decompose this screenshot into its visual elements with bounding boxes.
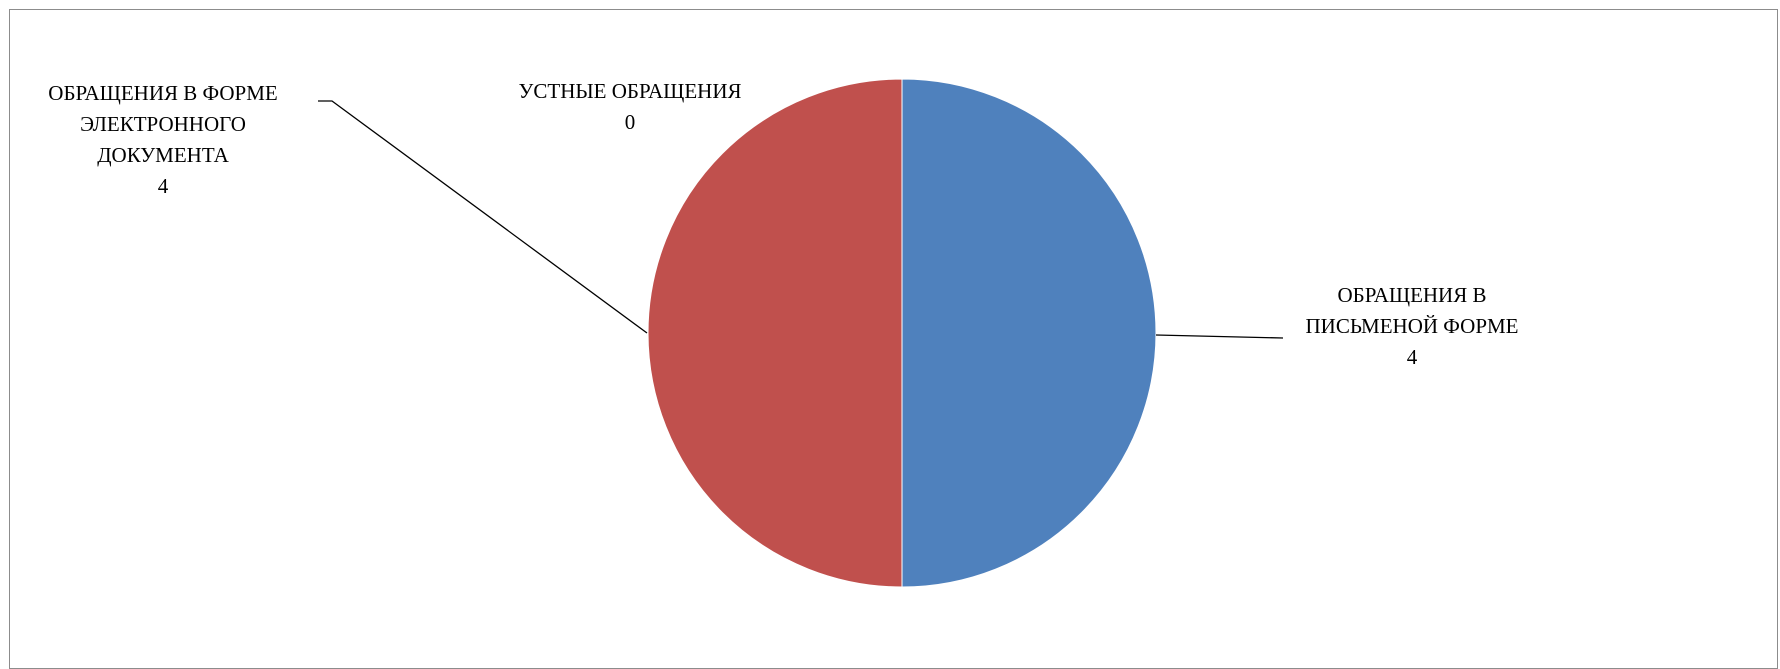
data-label-electronic-line-2: ЭЛЕКТРОННОГО <box>80 112 246 136</box>
leader-lines <box>318 100 1284 339</box>
data-label-electronic-line-1: ОБРАЩЕНИЯ В ФОРМЕ <box>48 81 278 105</box>
data-label-electronic-line-3: ДОКУМЕНТА <box>97 143 229 167</box>
leader-line-written <box>1155 334 1284 339</box>
pie-slice-written <box>901 78 1157 588</box>
pie-slices <box>647 78 1157 588</box>
data-label-oral: УСТНЫЕ ОБРАЩЕНИЯ 0 <box>480 76 780 138</box>
data-label-electronic: ОБРАЩЕНИЯ В ФОРМЕ ЭЛЕКТРОННОГО ДОКУМЕНТА… <box>13 78 313 202</box>
pie-chart <box>318 78 1284 588</box>
data-label-electronic-value: 4 <box>157 174 169 198</box>
data-label-written-line-1: ОБРАЩЕНИЯ В <box>1337 283 1487 307</box>
data-label-oral-line-1: УСТНЫЕ ОБРАЩЕНИЯ <box>518 79 742 103</box>
leader-line-electronic <box>318 100 648 334</box>
data-label-written-line-2: ПИСЬМЕНОЙ ФОРМЕ <box>1305 314 1519 338</box>
pie-slice-electronic <box>647 78 903 588</box>
data-label-oral-value: 0 <box>624 110 636 134</box>
data-label-written-value: 4 <box>1406 345 1418 369</box>
data-label-written: ОБРАЩЕНИЯ В ПИСЬМЕНОЙ ФОРМЕ 4 <box>1262 280 1562 373</box>
